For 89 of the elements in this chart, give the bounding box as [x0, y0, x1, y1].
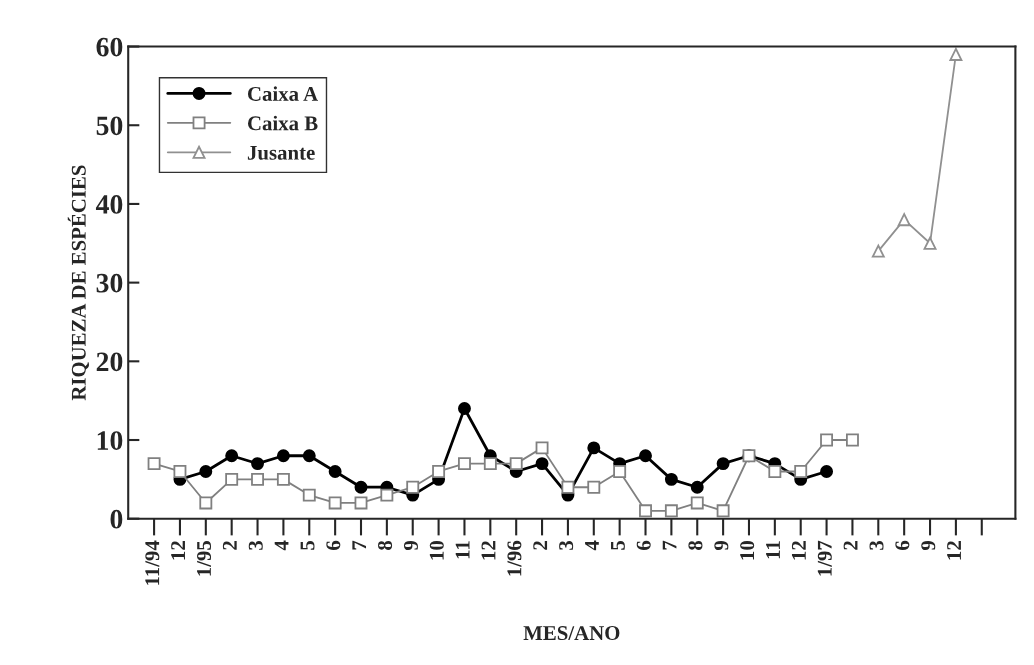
point: [845, 433, 859, 447]
y-tick-label: 50: [96, 116, 123, 136]
y-tick-label: 20: [96, 352, 123, 372]
x-tick-label: 1/96: [507, 540, 522, 576]
point: [716, 457, 730, 471]
point: [328, 465, 342, 478]
x-tick-label: 5: [611, 540, 625, 550]
y-tick-label: 40: [95, 195, 123, 214]
point: [458, 402, 471, 415]
x-tick-label: 10: [429, 541, 444, 560]
point: [509, 457, 523, 471]
point: [276, 472, 290, 486]
point: [820, 433, 834, 447]
point: [199, 496, 213, 510]
x-tick-label: 1/95: [197, 540, 212, 576]
x-tick-label: 3: [248, 540, 263, 550]
point: [794, 465, 808, 478]
point: [302, 488, 316, 502]
y-tick-label: 0: [110, 509, 123, 529]
y-tick-label: 30: [96, 273, 123, 293]
y-tick-label: 60: [96, 37, 123, 57]
legend-label: Caixa A: [247, 86, 318, 101]
y-axis-title: RIQUEZA DE ESPÉCIES: [67, 165, 89, 401]
x-tick-label: 9: [403, 540, 418, 551]
point: [690, 480, 704, 494]
point: [147, 457, 161, 471]
x-tick-label: 12: [171, 541, 185, 560]
point: [199, 465, 213, 478]
point: [690, 496, 704, 510]
point: [768, 465, 782, 478]
point: [587, 441, 601, 455]
x-tick-label: 9: [921, 540, 936, 551]
x-tick-label: 11/94: [145, 540, 160, 585]
x-tick-label: 8: [378, 540, 393, 550]
x-tick-label: 9: [714, 540, 729, 551]
legend-label: Jusante: [247, 145, 315, 160]
point: [458, 457, 471, 471]
point: [639, 504, 652, 518]
point: [923, 236, 937, 250]
x-axis-title: MES/ANO: [523, 626, 620, 641]
x-tick-label: 2: [222, 541, 237, 550]
point: [587, 480, 601, 494]
x-tick-label: 6: [895, 540, 910, 550]
point: [432, 465, 446, 478]
point: [613, 465, 627, 478]
point: [561, 480, 575, 494]
point: [664, 472, 678, 486]
point: [173, 465, 187, 478]
x-tick-label: 1/97: [817, 540, 832, 576]
point: [251, 457, 265, 471]
x-tick-label: 7: [662, 540, 677, 550]
x-tick-label: 8: [688, 540, 703, 550]
x-tick-label: 11: [455, 541, 470, 559]
point: [302, 449, 316, 463]
x-tick-label: 10: [740, 541, 755, 560]
point: [535, 441, 549, 455]
x-tick-label: 3: [559, 540, 574, 550]
point: [897, 213, 911, 227]
x-tick-label: 11: [766, 541, 780, 559]
point: [716, 504, 730, 518]
point: [949, 47, 963, 61]
x-tick-label: 2: [533, 541, 548, 550]
point: [406, 480, 420, 494]
legend-label: Caixa B: [247, 115, 318, 131]
point: [328, 496, 342, 510]
point: [354, 480, 368, 494]
point: [483, 457, 497, 471]
x-tick-label: 6: [636, 540, 651, 550]
point: [380, 488, 394, 502]
point: [225, 449, 239, 463]
x-tick-label: 4: [274, 540, 289, 551]
point: [820, 465, 834, 478]
point: [639, 449, 652, 463]
x-tick-label: 7: [352, 540, 367, 550]
x-tick-label: 5: [300, 540, 315, 550]
x-tick-label: 3: [869, 540, 884, 550]
x-tick-label: 4: [585, 540, 599, 551]
point: [225, 472, 239, 486]
x-tick-label: 2: [843, 541, 858, 550]
point: [251, 472, 265, 486]
x-tick-label: 12: [481, 541, 496, 560]
x-tick-label: 12: [947, 541, 961, 560]
y-tick-label: 10: [97, 431, 123, 450]
point: [276, 449, 290, 463]
x-tick-label: 6: [326, 540, 341, 550]
x-tick-label: 12: [791, 541, 806, 560]
point: [664, 504, 678, 518]
point: [535, 457, 549, 471]
point: [871, 244, 885, 258]
